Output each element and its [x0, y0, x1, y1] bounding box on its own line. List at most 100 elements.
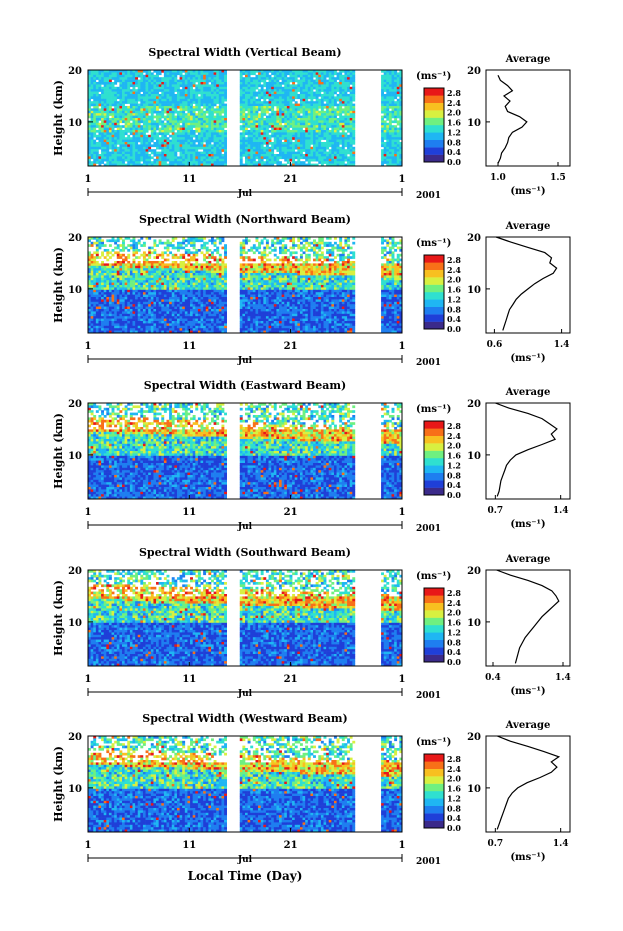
- heatmap-cell: [394, 84, 397, 87]
- heatmap-cell: [114, 99, 117, 102]
- heatmap-cell: [255, 104, 258, 107]
- heatmap-cell: [198, 101, 201, 104]
- heatmap-cell: [271, 89, 274, 92]
- heatmap-cell: [221, 99, 224, 102]
- heatmap-cell: [206, 82, 209, 85]
- heatmap-cell: [104, 77, 107, 80]
- heatmap-cell: [148, 94, 151, 97]
- heatmap-cell: [352, 92, 355, 95]
- heatmap-cell: [318, 99, 321, 102]
- heatmap-cell: [248, 72, 251, 75]
- heatmap-cell: [274, 92, 277, 95]
- heatmap-cell: [104, 96, 107, 99]
- heatmap-cell: [117, 94, 120, 97]
- heatmap-cell: [101, 72, 104, 75]
- heatmap-cell: [305, 104, 308, 107]
- heatmap-cell: [266, 92, 269, 95]
- heatmap-cell: [106, 84, 109, 87]
- heatmap-cell: [326, 75, 329, 78]
- heatmap-cell: [143, 92, 146, 95]
- heatmap-cell: [159, 96, 162, 99]
- heatmap-cell: [187, 94, 190, 97]
- heatmap-cell: [104, 106, 107, 109]
- heatmap-cell: [161, 77, 164, 80]
- heatmap-cell: [190, 99, 193, 102]
- heatmap-cell: [224, 80, 227, 83]
- heatmap-cell: [216, 80, 219, 83]
- heatmap-cell: [289, 75, 292, 78]
- heatmap-cell: [106, 101, 109, 104]
- heatmap-cell: [389, 99, 392, 102]
- heatmap-cell: [269, 104, 272, 107]
- heatmap-cell: [119, 77, 122, 80]
- heatmap-cell: [185, 75, 188, 78]
- heatmap-cell: [143, 82, 146, 85]
- heatmap-cell: [180, 104, 183, 107]
- heatmap-cell: [331, 82, 334, 85]
- heatmap-cell: [117, 75, 120, 78]
- heatmap-cell: [321, 75, 324, 78]
- heatmap-cell: [324, 96, 327, 99]
- heatmap-cell: [174, 96, 177, 99]
- heatmap-cell: [303, 77, 306, 80]
- heatmap-cell: [289, 101, 292, 104]
- heatmap-cell: [253, 94, 256, 97]
- heatmap-cell: [112, 87, 115, 90]
- heatmap-cell: [248, 94, 251, 97]
- heatmap-cell: [146, 101, 149, 104]
- heatmap-cell: [303, 96, 306, 99]
- heatmap-cell: [295, 87, 298, 90]
- heatmap-cell: [101, 82, 104, 85]
- heatmap-cell: [130, 94, 133, 97]
- heatmap-cell: [292, 96, 295, 99]
- heatmap-cell: [104, 101, 107, 104]
- heatmap-cell: [146, 96, 149, 99]
- heatmap-cell: [216, 89, 219, 92]
- heatmap-cell: [146, 89, 149, 92]
- heatmap-cell: [211, 96, 214, 99]
- heatmap-cell: [344, 96, 347, 99]
- heatmap-cell: [193, 99, 196, 102]
- heatmap-cell: [305, 75, 308, 78]
- heatmap-cell: [295, 92, 298, 95]
- heatmap-cell: [190, 80, 193, 83]
- heatmap-cell: [190, 87, 193, 90]
- heatmap-cell: [216, 82, 219, 85]
- heatmap-cell: [318, 104, 321, 107]
- heatmap-cell: [324, 87, 327, 90]
- heatmap-cell: [313, 80, 316, 83]
- heatmap-cell: [140, 72, 143, 75]
- heatmap-cell: [140, 101, 143, 104]
- heatmap-cell: [119, 80, 122, 83]
- heatmap-cell: [203, 87, 206, 90]
- heatmap-cell: [127, 92, 130, 95]
- heatmap-cell: [308, 87, 311, 90]
- heatmap-cell: [182, 75, 185, 78]
- heatmap-cell: [130, 72, 133, 75]
- heatmap-cell: [284, 72, 287, 75]
- heatmap-cell: [195, 87, 198, 90]
- heatmap-cell: [119, 94, 122, 97]
- heatmap-cell: [96, 84, 99, 87]
- heatmap-cell: [208, 104, 211, 107]
- heatmap-cell: [169, 84, 172, 87]
- heatmap-cell: [114, 72, 117, 75]
- heatmap-cell: [303, 89, 306, 92]
- heatmap-cell: [172, 89, 175, 92]
- heatmap-cell: [266, 77, 269, 80]
- heatmap-cell: [310, 99, 313, 102]
- heatmap-cell: [198, 92, 201, 95]
- heatmap-cell: [329, 99, 332, 102]
- heatmap-cell: [132, 72, 135, 75]
- heatmap-cell: [159, 89, 162, 92]
- heatmap-cell: [153, 80, 156, 83]
- heatmap-cell: [148, 84, 151, 87]
- heatmap-cell: [384, 77, 387, 80]
- heatmap-cell: [172, 94, 175, 97]
- heatmap-cell: [329, 72, 332, 75]
- heatmap-cell: [96, 92, 99, 95]
- heatmap-cell: [282, 96, 285, 99]
- heatmap-cell: [206, 101, 209, 104]
- heatmap-cell: [250, 77, 253, 80]
- heatmap-cell: [208, 92, 211, 95]
